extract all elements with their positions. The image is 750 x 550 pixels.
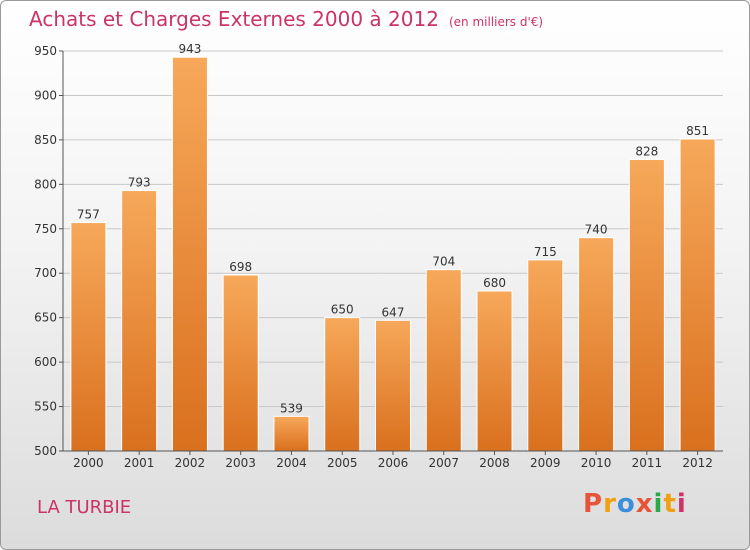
y-tick-label: 750 bbox=[34, 222, 57, 236]
bar-value-label: 539 bbox=[280, 401, 303, 415]
place-name: LA TURBIE bbox=[37, 497, 132, 518]
y-tick-label: 950 bbox=[34, 44, 57, 58]
bar bbox=[578, 237, 615, 452]
bar-value-label: 650 bbox=[331, 303, 354, 317]
x-tick-label: 2001 bbox=[124, 456, 155, 470]
y-tick-label: 650 bbox=[34, 311, 57, 325]
y-tick-label: 800 bbox=[34, 177, 57, 191]
axes: 500 550 600 650 700 750 800 850 900 950 2000 2001 20… bbox=[34, 44, 723, 470]
logo-letter: i bbox=[676, 489, 687, 519]
bar-value-label: 680 bbox=[483, 276, 506, 290]
x-tick-label: 2004 bbox=[276, 456, 307, 470]
x-tick-label: 2012 bbox=[682, 456, 713, 470]
x-tick-label: 2006 bbox=[378, 456, 409, 470]
bar bbox=[679, 138, 716, 452]
proxiti-logo: Proxiti bbox=[583, 489, 687, 519]
logo-letter: o bbox=[616, 489, 636, 519]
x-tick-label: 2009 bbox=[530, 456, 561, 470]
bar bbox=[171, 56, 208, 452]
bar-value-label: 704 bbox=[432, 255, 455, 269]
logo-letter: t bbox=[663, 489, 677, 519]
bar-value-label: 851 bbox=[686, 124, 709, 138]
bar-value-label: 943 bbox=[178, 42, 201, 56]
x-tick-label: 2010 bbox=[581, 456, 612, 470]
x-tick-label: 2000 bbox=[73, 456, 104, 470]
y-tick-label: 500 bbox=[34, 444, 57, 458]
chart-subtitle: (en milliers d'€) bbox=[448, 15, 544, 29]
bar bbox=[476, 290, 513, 452]
bar-value-label: 698 bbox=[229, 260, 252, 274]
chart-title-text: Achats et Charges Externes 2000 à 2012 bbox=[29, 7, 439, 31]
bar bbox=[121, 190, 158, 452]
x-tick-label: 2002 bbox=[175, 456, 206, 470]
y-tick-label: 600 bbox=[34, 355, 57, 369]
y-tick-label: 900 bbox=[34, 88, 57, 102]
x-tick-label: 2003 bbox=[225, 456, 256, 470]
y-tick-label: 700 bbox=[34, 266, 57, 280]
bar-value-label: 793 bbox=[128, 176, 151, 190]
logo-letter: x bbox=[635, 489, 654, 519]
bar-value-label: 647 bbox=[382, 305, 405, 319]
x-tick-label: 2007 bbox=[428, 456, 459, 470]
bar bbox=[628, 158, 665, 452]
y-tick-label: 550 bbox=[34, 400, 57, 414]
bar-value-label: 757 bbox=[77, 208, 100, 222]
logo-letter: i bbox=[653, 489, 664, 519]
bar-value-label: 715 bbox=[534, 245, 557, 259]
bar bbox=[273, 415, 310, 452]
x-tick-label: 2011 bbox=[632, 456, 663, 470]
bars: 757 793 943 698 539 650 647 704 680 715 740 828 851 bbox=[70, 42, 716, 452]
bar bbox=[527, 259, 564, 452]
bar-value-label: 740 bbox=[585, 223, 608, 237]
x-tick-label: 2005 bbox=[327, 456, 358, 470]
x-tick-label: 2008 bbox=[479, 456, 510, 470]
chart-title: Achats et Charges Externes 2000 à 2012 (e… bbox=[29, 7, 543, 31]
bar bbox=[70, 222, 107, 452]
bar bbox=[374, 319, 412, 452]
bar bbox=[425, 269, 462, 452]
bar-value-label: 828 bbox=[635, 144, 658, 158]
logo-letter: P bbox=[583, 489, 604, 519]
logo-letter: r bbox=[603, 489, 617, 519]
bar bbox=[324, 317, 361, 452]
y-tick-label: 850 bbox=[34, 133, 57, 147]
bar bbox=[222, 274, 259, 452]
